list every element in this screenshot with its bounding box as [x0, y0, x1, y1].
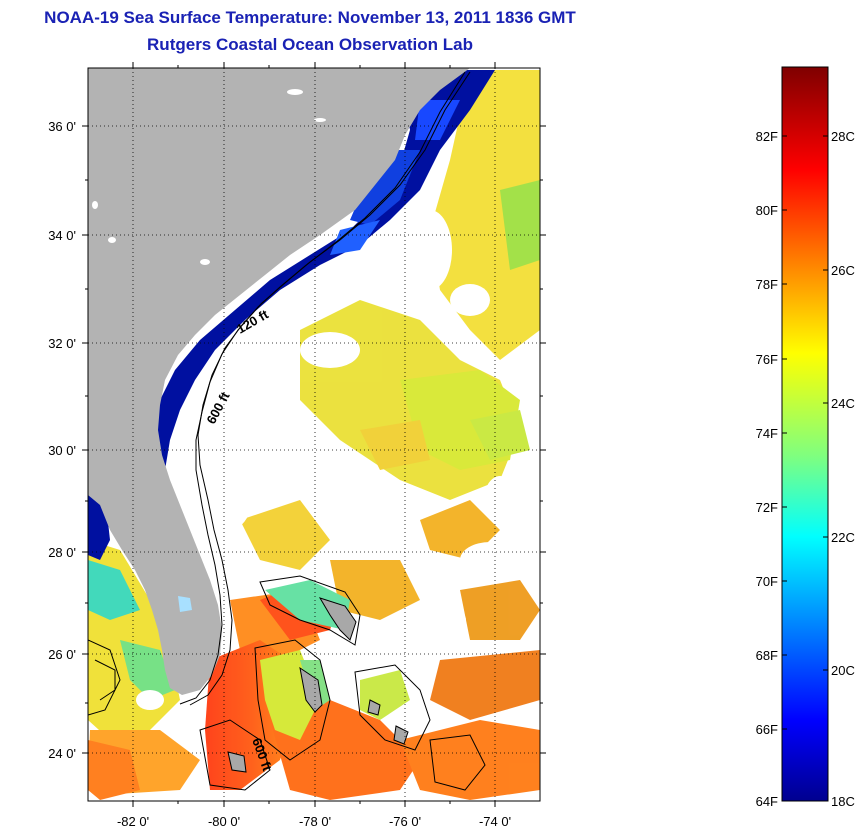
tick-marks [82, 62, 546, 807]
lon-label-78: -78 0' [299, 814, 331, 829]
lat-label-36: 36 0' [48, 119, 76, 134]
cb-label-26c: 26C [831, 263, 855, 278]
bathymetry-contours [88, 71, 486, 791]
map-title: NOAA-19 Sea Surface Temperature: Novembe… [44, 8, 576, 27]
sst-ocean-field [88, 70, 540, 800]
colorbar-ticks [782, 135, 828, 730]
cb-label-76f: 76F [756, 352, 778, 367]
celsius-labels: 28C 26C 24C 22C 20C 18C [831, 129, 855, 809]
lat-label-26: 26 0' [48, 647, 76, 662]
land-mass [88, 68, 470, 695]
lon-label-80: -80 0' [208, 814, 240, 829]
lon-label-74: -74 0' [479, 814, 511, 829]
fahrenheit-labels: 82F 80F 78F 76F 74F 72F 70F 68F 66F 64F [756, 129, 778, 809]
cb-label-78f: 78F [756, 277, 778, 292]
cb-label-20c: 20C [831, 663, 855, 678]
cb-label-66f: 66F [756, 722, 778, 737]
cb-label-70f: 70F [756, 574, 778, 589]
cb-label-28c: 28C [831, 129, 855, 144]
lat-label-28: 28 0' [48, 545, 76, 560]
latitude-labels: 36 0' 34 0' 32 0' 30 0' 28 0' 26 0' 24 0… [48, 119, 76, 761]
lon-label-82: -82 0' [117, 814, 149, 829]
cb-label-64f: 64F [756, 794, 778, 809]
cb-label-24c: 24C [831, 396, 855, 411]
lat-label-24: 24 0' [48, 746, 76, 761]
cb-label-80f: 80F [756, 203, 778, 218]
graticule [88, 68, 540, 801]
lat-label-32: 32 0' [48, 336, 76, 351]
cb-label-74f: 74F [756, 426, 778, 441]
cloud-mask [136, 210, 520, 710]
longitude-labels: -82 0' -80 0' -78 0' -76 0' -74 0' [117, 814, 511, 829]
lon-label-76: -76 0' [389, 814, 421, 829]
cb-label-22c: 22C [831, 530, 855, 545]
cb-label-18c: 18C [831, 794, 855, 809]
cb-label-68f: 68F [756, 648, 778, 663]
lake-okeechobee [178, 596, 192, 612]
lat-label-34: 34 0' [48, 228, 76, 243]
bahamas-islands [227, 597, 409, 773]
cb-label-82f: 82F [756, 129, 778, 144]
lat-label-30: 30 0' [48, 443, 76, 458]
cb-label-72f: 72F [756, 500, 778, 515]
plot-frame [87, 67, 541, 802]
colorbar-gradient [781, 66, 829, 802]
map-subtitle: Rutgers Coastal Ocean Observation Lab [147, 35, 473, 54]
inland-lakes [92, 89, 326, 265]
